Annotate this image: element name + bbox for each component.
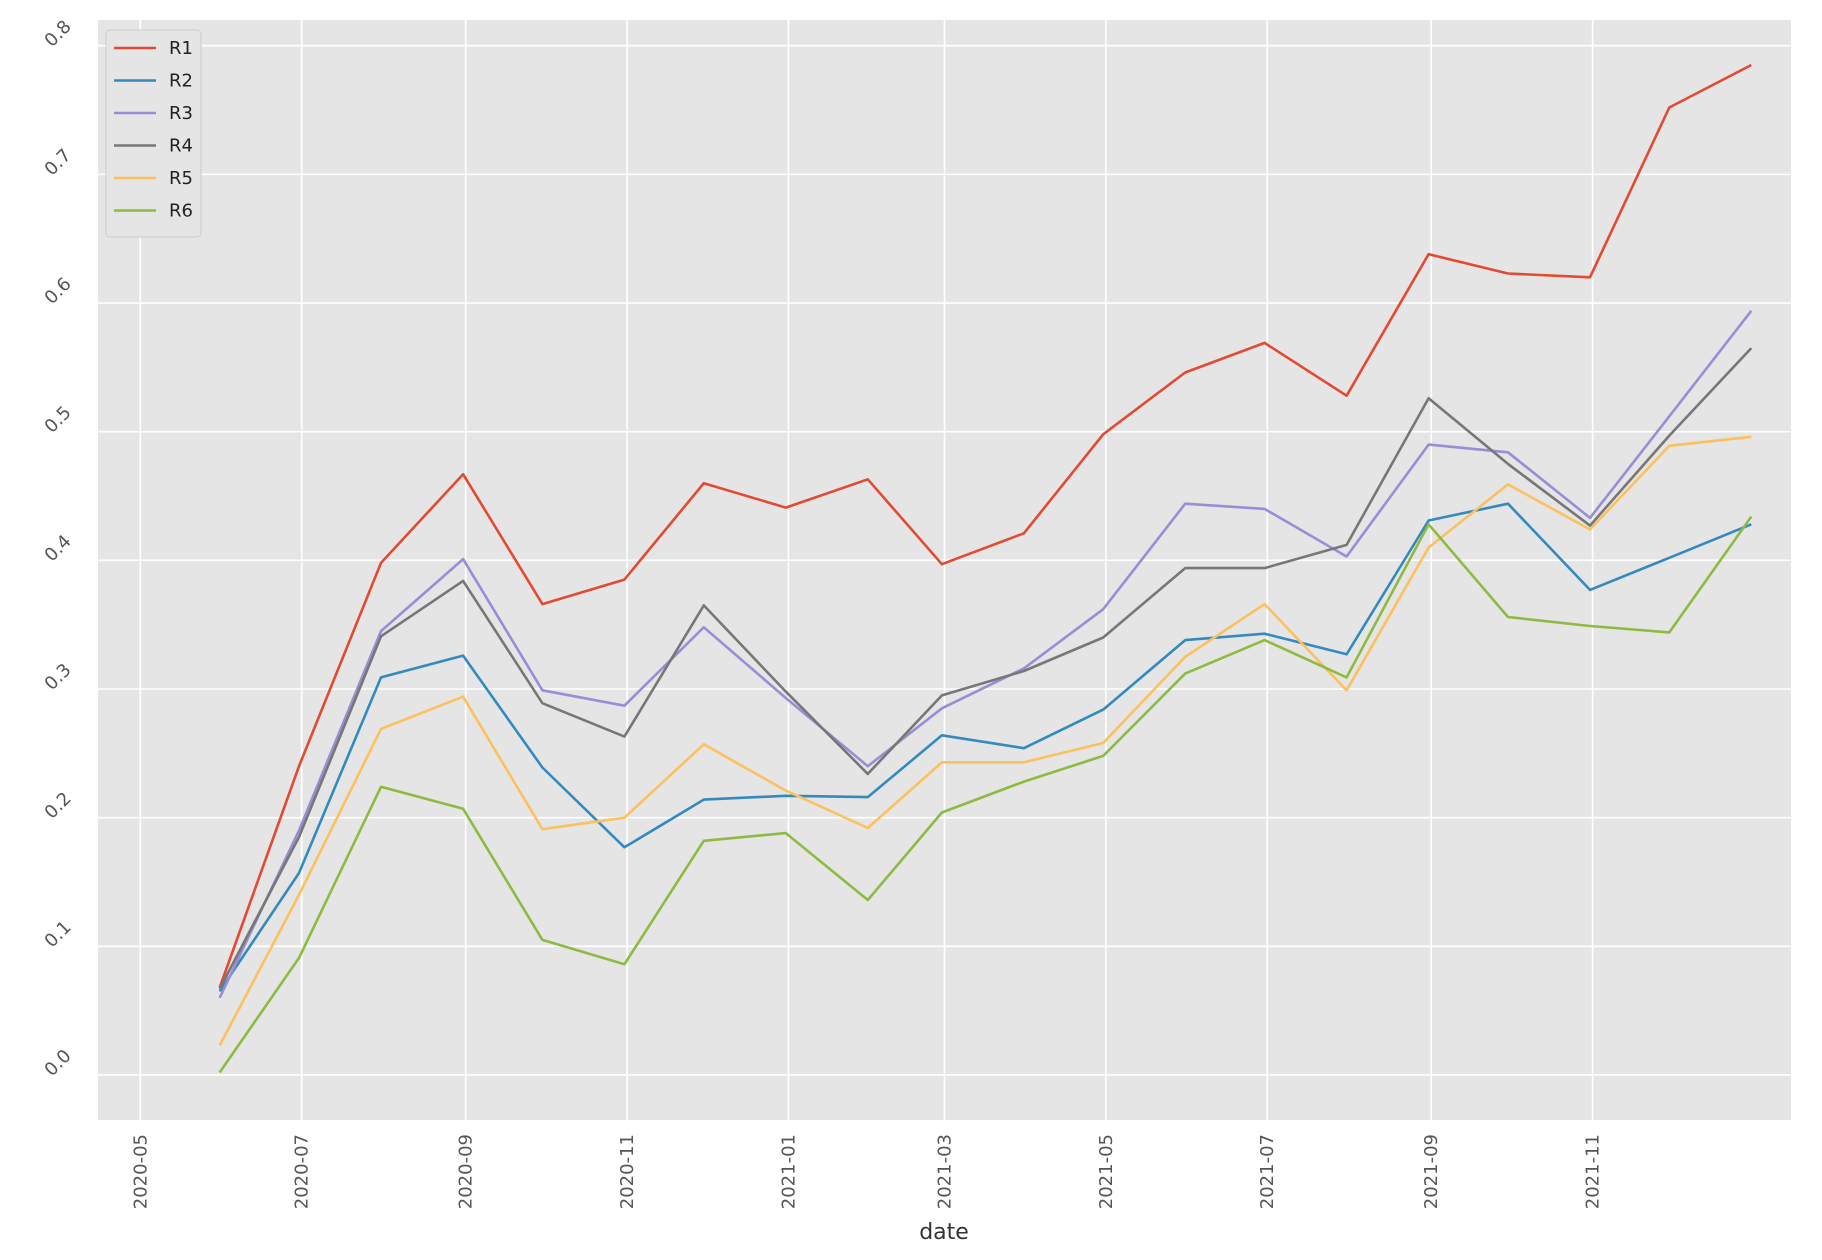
series-line-r2 (218, 502, 1752, 993)
y-tick-label: 0.5 (41, 402, 76, 437)
x-axis: 2020-05 2020-07 2020-09 2020-11 2021-01 2021-… (130, 1134, 1603, 1209)
x-tick-label: 2020-07 (292, 1134, 313, 1209)
x-tick-label: 2020-11 (617, 1134, 638, 1209)
x-tick-label: 2021-03 (935, 1134, 956, 1209)
legend-label-r6: R6 (169, 201, 193, 222)
x-tick-label: 2021-05 (1096, 1134, 1117, 1209)
series-layer (218, 63, 1753, 1074)
x-tick-label: 2021-01 (778, 1134, 799, 1209)
y-tick-label: 0.2 (41, 788, 76, 823)
y-tick-label: 0.6 (41, 274, 76, 309)
x-tick-label: 2021-07 (1257, 1134, 1278, 1209)
y-tick-label: 0.0 (41, 1046, 76, 1081)
series-line-r6 (218, 515, 1753, 1074)
y-tick-label: 0.3 (41, 660, 76, 695)
legend-label-r3: R3 (169, 103, 193, 124)
series-line-r1 (218, 63, 1752, 988)
y-tick-label: 0.7 (41, 145, 76, 180)
x-tick-label: 2020-05 (130, 1134, 151, 1209)
grid-lines (98, 20, 1791, 1120)
x-tick-label: 2021-09 (1421, 1134, 1442, 1209)
x-tick-label: 2020-09 (456, 1134, 477, 1209)
series-line-r3 (218, 310, 1753, 999)
y-tick-label: 0.8 (41, 16, 76, 51)
series-line-r5 (218, 435, 1752, 1047)
x-tick-label: 2021-11 (1583, 1134, 1604, 1209)
y-axis: 0.0 0.1 0.2 0.3 0.4 0.5 0.6 0.7 0.8 (41, 16, 76, 1080)
legend: R1 R2 R3 R4 R5 R6 (105, 29, 202, 238)
y-tick-label: 0.1 (41, 917, 76, 952)
series-line-r4 (218, 347, 1753, 990)
y-tick-label: 0.4 (41, 531, 76, 566)
legend-label-r2: R2 (169, 71, 193, 92)
legend-label-r1: R1 (169, 38, 193, 59)
x-axis-label: date (919, 1220, 969, 1245)
legend-label-r4: R4 (169, 136, 193, 157)
legend-label-r5: R5 (169, 168, 193, 189)
